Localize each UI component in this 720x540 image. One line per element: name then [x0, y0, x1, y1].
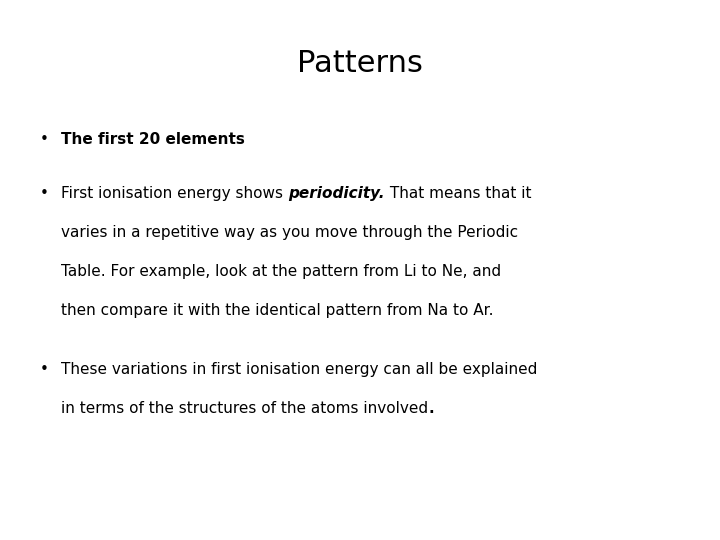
Text: That means that it: That means that it: [384, 186, 531, 201]
Text: •: •: [40, 132, 48, 147]
Text: .: .: [428, 401, 434, 416]
Text: periodicity.: periodicity.: [288, 186, 384, 201]
Text: •: •: [40, 186, 48, 201]
Text: First ionisation energy shows: First ionisation energy shows: [61, 186, 288, 201]
Text: Table. For example, look at the pattern from Li to Ne, and: Table. For example, look at the pattern …: [61, 264, 501, 279]
Text: then compare it with the identical pattern from Na to Ar.: then compare it with the identical patte…: [61, 303, 494, 318]
Text: varies in a repetitive way as you move through the Periodic: varies in a repetitive way as you move t…: [61, 225, 518, 240]
Text: The first 20 elements: The first 20 elements: [61, 132, 245, 147]
Text: •: •: [40, 362, 48, 377]
Text: in terms of the structures of the atoms involved: in terms of the structures of the atoms …: [61, 401, 428, 416]
Text: Patterns: Patterns: [297, 49, 423, 78]
Text: These variations in first ionisation energy can all be explained: These variations in first ionisation ene…: [61, 362, 538, 377]
